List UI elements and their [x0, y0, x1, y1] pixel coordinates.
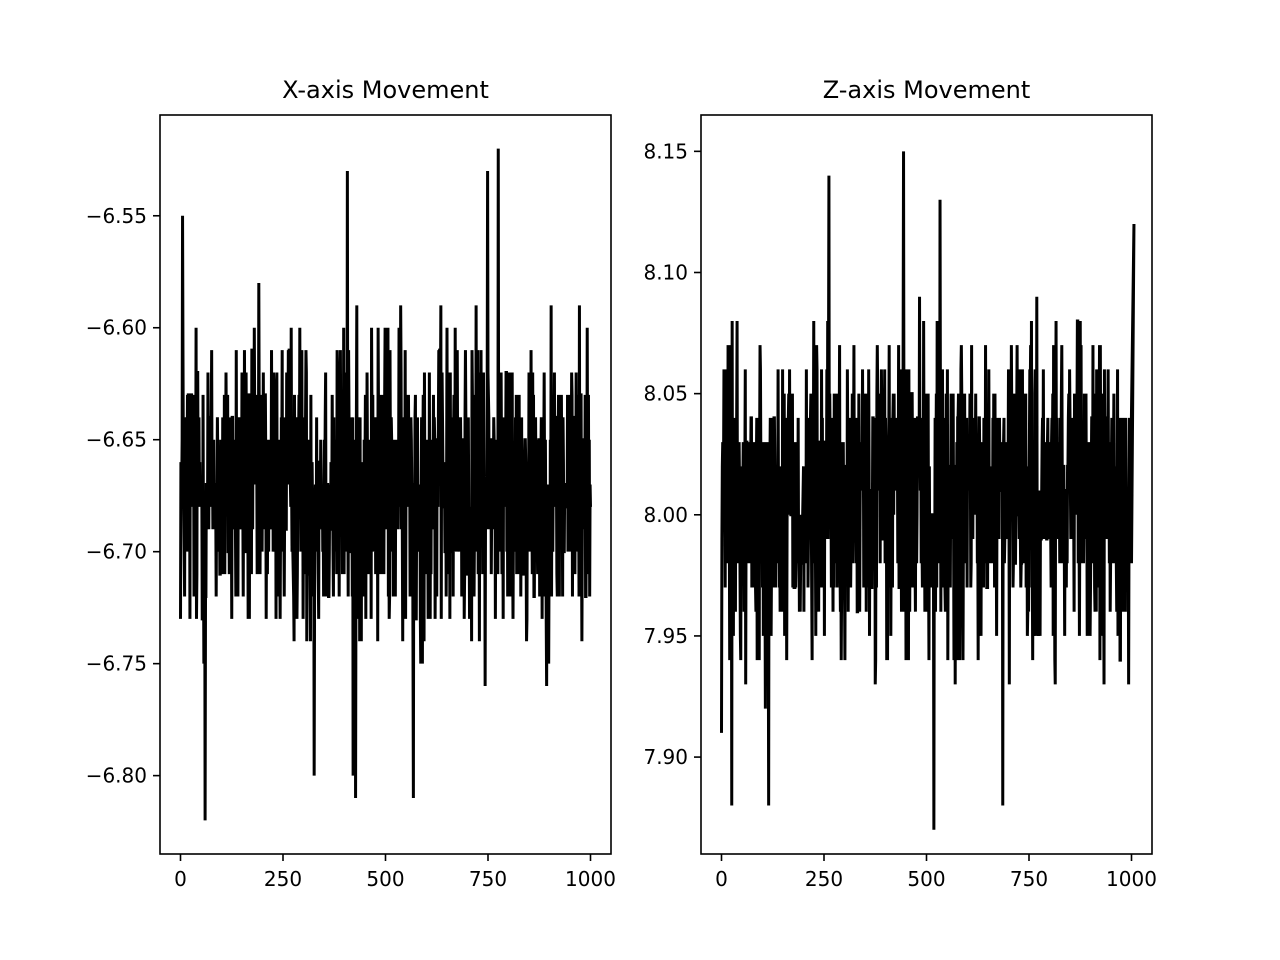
- x-tick-label: 0: [715, 867, 728, 891]
- y-tick-label: 7.90: [643, 745, 688, 769]
- y-tick-label: −6.80: [86, 764, 147, 788]
- y-tick-label: 7.95: [643, 624, 688, 648]
- y-tick-label: −6.75: [86, 652, 147, 676]
- series-line: [720, 151, 1136, 830]
- x-tick-label: 0: [174, 867, 187, 891]
- x-tick-label: 750: [469, 867, 507, 891]
- x-tick-label: 250: [805, 867, 843, 891]
- y-tick-label: 8.05: [643, 382, 688, 406]
- y-tick-label: 8.10: [643, 260, 688, 284]
- x-tick-label: 1000: [565, 867, 616, 891]
- y-tick-label: −6.65: [86, 428, 147, 452]
- y-tick-label: −6.70: [86, 540, 147, 564]
- x-axis-movement-panel: X-axis Movement 0 250 500 750 1000 −6.80 −6.75 −…: [86, 76, 616, 891]
- x-tick-label: 1000: [1106, 867, 1157, 891]
- y-tick-label: −6.60: [86, 316, 147, 340]
- y-tick-label: 8.15: [643, 139, 688, 163]
- y-tick-label: 8.00: [643, 503, 688, 527]
- z-axis-movement-panel: Z-axis Movement 0 250 500 750 1000 7.90 7.95 8.0…: [643, 76, 1156, 891]
- x-tick-label: 500: [907, 867, 945, 891]
- x-tick-label: 500: [366, 867, 404, 891]
- series-line: [179, 148, 592, 821]
- chart-title: X-axis Movement: [282, 76, 489, 104]
- x-tick-label: 250: [264, 867, 302, 891]
- x-tick-label: 750: [1010, 867, 1048, 891]
- y-tick-label: −6.55: [86, 204, 147, 228]
- chart-title: Z-axis Movement: [823, 76, 1031, 104]
